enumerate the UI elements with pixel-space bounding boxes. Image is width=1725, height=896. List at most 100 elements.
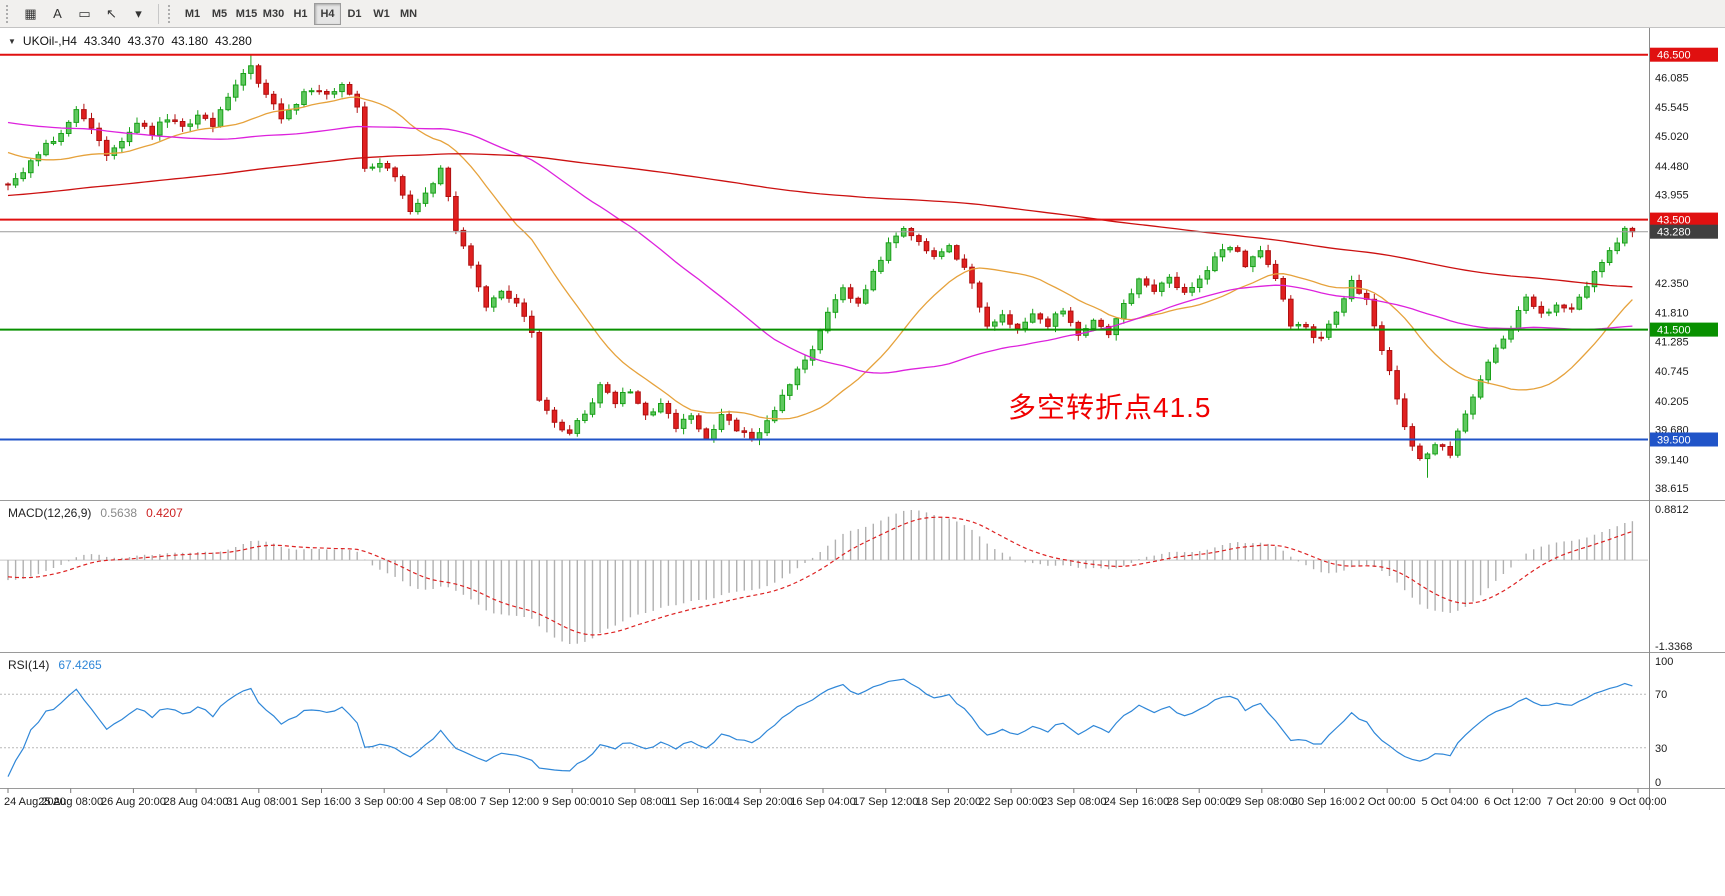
svg-text:18 Sep 20:00: 18 Sep 20:00	[916, 796, 981, 808]
price-badge-46.500: 46.500	[1650, 47, 1718, 62]
svg-text:2 Oct 00:00: 2 Oct 00:00	[1359, 796, 1416, 808]
rsi-axis[interactable]: 100 70 30 0	[1655, 656, 1673, 789]
svg-text:25 Aug 08:00: 25 Aug 08:00	[38, 796, 103, 808]
chart-area[interactable]: 46.085 45.545 45.020 44.480 43.955 42.350 41.8…	[0, 28, 1725, 896]
text-label-tool-button[interactable]: ▭	[71, 3, 98, 25]
one-click-trading-toggle[interactable]: ▼	[8, 36, 16, 46]
macd-axis[interactable]: 0.8812 -1.3368	[1655, 504, 1692, 653]
svg-text:9 Sep 00:00: 9 Sep 00:00	[543, 796, 602, 808]
svg-text:10 Sep 08:00: 10 Sep 08:00	[602, 796, 667, 808]
svg-text:40.745: 40.745	[1655, 366, 1689, 378]
svg-text:70: 70	[1655, 689, 1667, 701]
price-badge-43.500: 43.500	[1650, 212, 1718, 227]
timeframe-button-h1[interactable]: H1	[287, 3, 314, 25]
svg-text:43.955: 43.955	[1655, 190, 1689, 202]
svg-text:14 Sep 20:00: 14 Sep 20:00	[728, 796, 793, 808]
chart-grid-tool-button[interactable]: ▦	[17, 3, 44, 25]
svg-text:41.500: 41.500	[1657, 325, 1691, 337]
text-tool-button[interactable]: A	[44, 3, 71, 25]
chart-canvas[interactable]: 46.085 45.545 45.020 44.480 43.955 42.350 41.8…	[0, 28, 1725, 896]
price-axis[interactable]: 46.085 45.545 45.020 44.480 43.955 42.350 41.8…	[1655, 73, 1689, 496]
timeframe-button-m15[interactable]: M15	[233, 3, 260, 25]
svg-text:7 Oct 20:00: 7 Oct 20:00	[1547, 796, 1604, 808]
rsi-label-text: RSI(14)	[8, 658, 50, 672]
svg-text:28 Aug 04:00: 28 Aug 04:00	[164, 796, 229, 808]
svg-text:45.020: 45.020	[1655, 131, 1689, 143]
svg-text:26 Aug 20:00: 26 Aug 20:00	[101, 796, 166, 808]
svg-text:11 Sep 16:00: 11 Sep 16:00	[665, 796, 730, 808]
svg-text:100: 100	[1655, 656, 1673, 668]
open-value: 43.340	[83, 34, 121, 48]
macd-signal-value: 0.4207	[146, 506, 183, 520]
svg-text:5 Oct 04:00: 5 Oct 04:00	[1421, 796, 1478, 808]
ma-21-line	[7, 96, 1633, 420]
svg-text:24 Aug 2020: 24 Aug 2020	[4, 796, 66, 808]
macd-signal-line	[7, 516, 1633, 636]
timeframe-button-mn[interactable]: MN	[395, 3, 422, 25]
svg-text:4 Sep 08:00: 4 Sep 08:00	[417, 796, 476, 808]
macd-label-text: MACD(12,26,9)	[8, 506, 92, 520]
svg-text:3 Sep 00:00: 3 Sep 00:00	[355, 796, 414, 808]
svg-text:9 Oct 00:00: 9 Oct 00:00	[1610, 796, 1667, 808]
macd-histogram	[7, 510, 1634, 644]
svg-text:42.350: 42.350	[1655, 278, 1689, 290]
price-badge-43.280: 43.280	[1650, 224, 1718, 239]
timeframe-button-m5[interactable]: M5	[206, 3, 233, 25]
arrow-objects-dropdown-button[interactable]: ▾	[125, 3, 152, 25]
price-badge-41.500: 41.500	[1650, 322, 1718, 337]
symbol-info-line: ▼ UKOil-,H4 43.340 43.370 43.180 43.280	[8, 34, 252, 48]
svg-text:30: 30	[1655, 743, 1667, 755]
toolbar-tools: ▦ A ▭ ↖ ▾	[17, 3, 152, 25]
toolbar-drag-handle[interactable]	[6, 4, 11, 23]
svg-text:1 Sep 16:00: 1 Sep 16:00	[292, 796, 351, 808]
svg-text:46.500: 46.500	[1657, 50, 1691, 62]
svg-text:0.8812: 0.8812	[1655, 504, 1689, 516]
svg-text:22 Sep 00:00: 22 Sep 00:00	[978, 796, 1043, 808]
toolbar-separator	[158, 3, 159, 24]
svg-text:39.140: 39.140	[1655, 454, 1689, 466]
svg-text:46.085: 46.085	[1655, 73, 1689, 85]
timeframe-toolbar-drag-handle[interactable]	[168, 4, 173, 23]
close-value: 43.280	[215, 34, 252, 48]
svg-text:40.205: 40.205	[1655, 396, 1689, 408]
svg-text:38.615: 38.615	[1655, 483, 1689, 495]
svg-text:6 Oct 12:00: 6 Oct 12:00	[1484, 796, 1541, 808]
svg-text:41.285: 41.285	[1655, 336, 1689, 348]
macd-main-value: 0.5638	[100, 506, 138, 520]
svg-text:43.500: 43.500	[1657, 215, 1691, 227]
price-badge-39.500: 39.500	[1650, 432, 1718, 447]
ma-55-line	[7, 121, 1633, 374]
macd-indicator-label: MACD(12,26,9) 0.5638 0.4207	[8, 506, 183, 520]
timeframe-button-m30[interactable]: M30	[260, 3, 287, 25]
svg-text:28 Sep 00:00: 28 Sep 00:00	[1166, 796, 1231, 808]
ma-200-line	[7, 153, 1633, 288]
svg-text:-1.3368: -1.3368	[1655, 641, 1692, 653]
svg-text:16 Sep 04:00: 16 Sep 04:00	[790, 796, 855, 808]
svg-text:45.545: 45.545	[1655, 102, 1689, 114]
chart-annotation[interactable]: 多空转折点41.5	[1008, 392, 1212, 423]
svg-text:24 Sep 16:00: 24 Sep 16:00	[1104, 796, 1169, 808]
rsi-indicator-label: RSI(14) 67.4265	[8, 658, 102, 672]
timeframe-button-d1[interactable]: D1	[341, 3, 368, 25]
svg-text:30 Sep 16:00: 30 Sep 16:00	[1292, 796, 1357, 808]
high-value: 43.370	[127, 34, 165, 48]
rsi-line	[7, 678, 1633, 777]
svg-text:23 Sep 08:00: 23 Sep 08:00	[1041, 796, 1106, 808]
svg-text:43.280: 43.280	[1657, 227, 1691, 239]
arrow-objects-tool-button[interactable]: ↖	[98, 3, 125, 25]
svg-text:31 Aug 08:00: 31 Aug 08:00	[226, 796, 291, 808]
rsi-value: 67.4265	[58, 658, 102, 672]
symbol-timeframe-label: UKOil-,H4	[22, 34, 77, 48]
timeframe-button-m1[interactable]: M1	[179, 3, 206, 25]
candles-layer	[5, 54, 1636, 478]
svg-text:17 Sep 12:00: 17 Sep 12:00	[853, 796, 918, 808]
toolbar-timeframes: M1 M5 M15 M30 H1 H4 D1 W1 MN	[179, 2, 422, 25]
svg-text:29 Sep 08:00: 29 Sep 08:00	[1229, 796, 1294, 808]
timeframe-button-h4[interactable]: H4	[314, 2, 341, 25]
svg-text:41.810: 41.810	[1655, 308, 1689, 320]
svg-text:0: 0	[1655, 777, 1661, 789]
svg-text:44.480: 44.480	[1655, 161, 1689, 173]
timeframe-button-w1[interactable]: W1	[368, 3, 395, 25]
low-value: 43.180	[171, 34, 209, 48]
